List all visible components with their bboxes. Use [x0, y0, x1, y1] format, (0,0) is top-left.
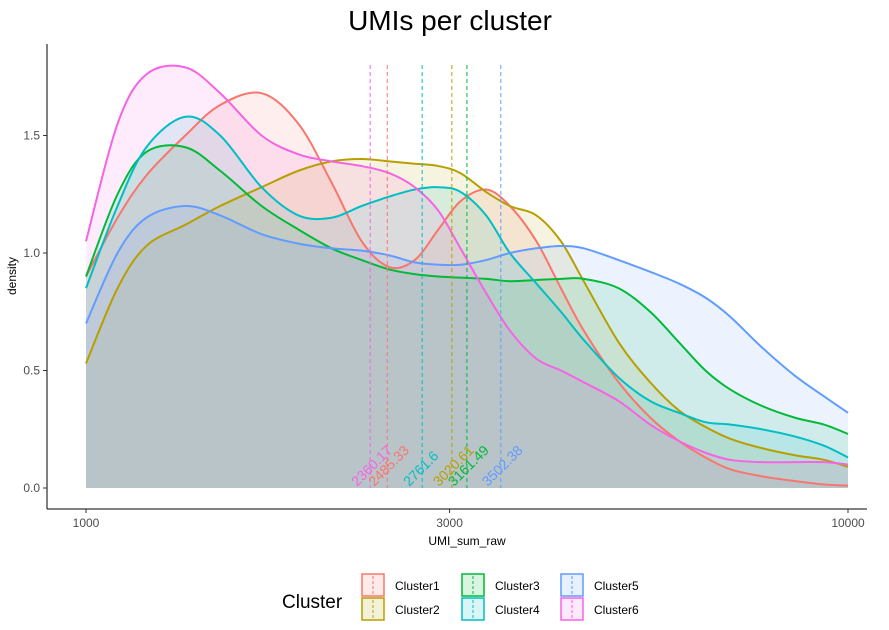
y-axis-title: density [5, 257, 19, 295]
x-axis-title: UMI_sum_raw [428, 534, 506, 548]
legend-key-cluster3 [461, 573, 485, 597]
legend-key-cluster1 [361, 573, 385, 597]
chart-title: UMIs per cluster [348, 5, 552, 36]
legend-item-cluster6: Cluster6 [560, 597, 639, 621]
legend-label-cluster1: Cluster1 [395, 579, 440, 593]
density-lines [85, 64, 849, 487]
legend-item-cluster5: Cluster5 [560, 573, 639, 597]
x-tick-label: 1000 [73, 516, 100, 530]
x-tick-label: 10000 [831, 516, 865, 530]
legend: Cluster Cluster1 Cluster2 Cluster3 Cluster4… [282, 573, 639, 621]
y-tick-label: 0.5 [23, 364, 40, 378]
legend-item-cluster2: Cluster2 [361, 597, 440, 621]
legend-label-cluster4: Cluster4 [495, 603, 540, 617]
density-line-cluster6 [85, 64, 849, 466]
density-line-cluster4 [85, 115, 849, 459]
legend-label-cluster5: Cluster5 [594, 579, 639, 593]
legend-key-cluster4 [461, 597, 485, 621]
legend-label-cluster3: Cluster3 [495, 579, 540, 593]
legend-item-cluster3: Cluster3 [461, 573, 540, 597]
x-axis-ticks: 1000 3000 10000 [73, 509, 865, 530]
density-area-cluster3 [86, 145, 848, 489]
density-line-cluster1 [85, 91, 849, 487]
legend-key-cluster6 [560, 597, 584, 621]
y-tick-label: 1.5 [23, 129, 40, 143]
y-tick-label: 0.0 [23, 481, 40, 495]
density-area-cluster4 [86, 116, 848, 489]
legend-item-cluster4: Cluster4 [461, 597, 540, 621]
legend-label-cluster2: Cluster2 [395, 603, 440, 617]
density-line-cluster2 [85, 157, 849, 468]
legend-key-cluster2 [361, 597, 385, 621]
density-line-cluster5 [85, 204, 849, 414]
legend-label-cluster6: Cluster6 [594, 603, 639, 617]
mean-lines [369, 65, 502, 488]
legend-item-cluster1: Cluster1 [361, 573, 440, 597]
density-line-cluster3 [85, 144, 849, 435]
y-axis-ticks: 0.0 0.5 1.0 1.5 [23, 129, 47, 495]
legend-title: Cluster [282, 592, 343, 613]
legend-key-cluster5 [560, 573, 584, 597]
x-tick-label: 3000 [436, 516, 463, 530]
y-tick-label: 1.0 [23, 246, 40, 260]
